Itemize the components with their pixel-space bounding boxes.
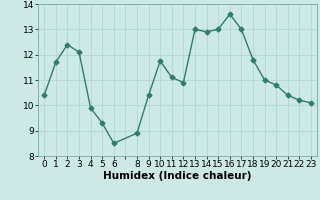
X-axis label: Humidex (Indice chaleur): Humidex (Indice chaleur) [103, 171, 252, 181]
